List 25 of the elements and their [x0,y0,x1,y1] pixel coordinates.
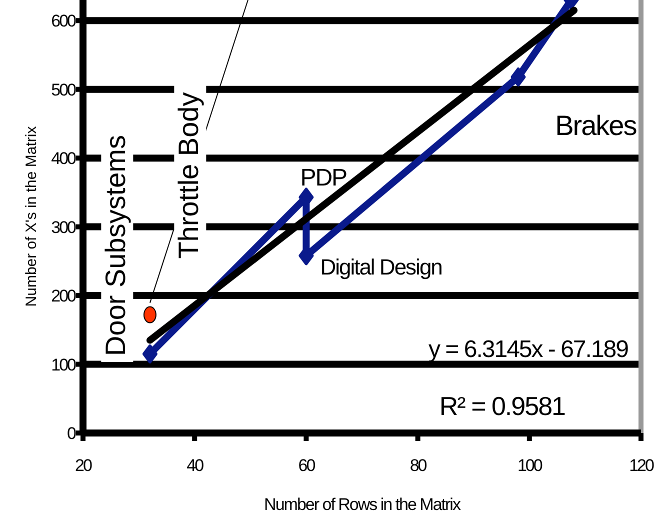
annotation: Throttle Body [172,92,204,259]
x-tick-label: 80 [410,456,427,475]
y-tick-label: 200 [51,286,76,306]
point [143,306,156,324]
y-tick-label: 300 [51,218,76,237]
y-tick-label: 500 [51,80,76,100]
y-tick-label: 600 [51,12,76,31]
x-tick-label: 60 [298,456,316,475]
annotation: R² = 0.9581 [439,391,566,421]
point [510,67,526,86]
y-tick-label: 400 [51,149,76,168]
x-tick-label: 40 [186,456,204,475]
x-axis-title: Number of Rows in the Matrix [264,495,462,514]
annotation: Door Subsystems [100,134,131,356]
y-axis-title: Number of X's in the Matrix [23,126,40,307]
annotation: Digital Design [320,254,442,280]
annotation: Brakes [555,110,636,141]
y-tick-label: 0 [67,424,76,443]
y-tick-label: 100 [51,355,76,374]
x-tick-label: 100 [517,456,542,475]
point [142,344,158,364]
x-tick-label: 20 [75,456,92,475]
annotation: y = 6.3145x - 67.189 [428,336,629,363]
annotation: PDP [300,164,347,192]
x-tick-label: 120 [629,456,654,475]
